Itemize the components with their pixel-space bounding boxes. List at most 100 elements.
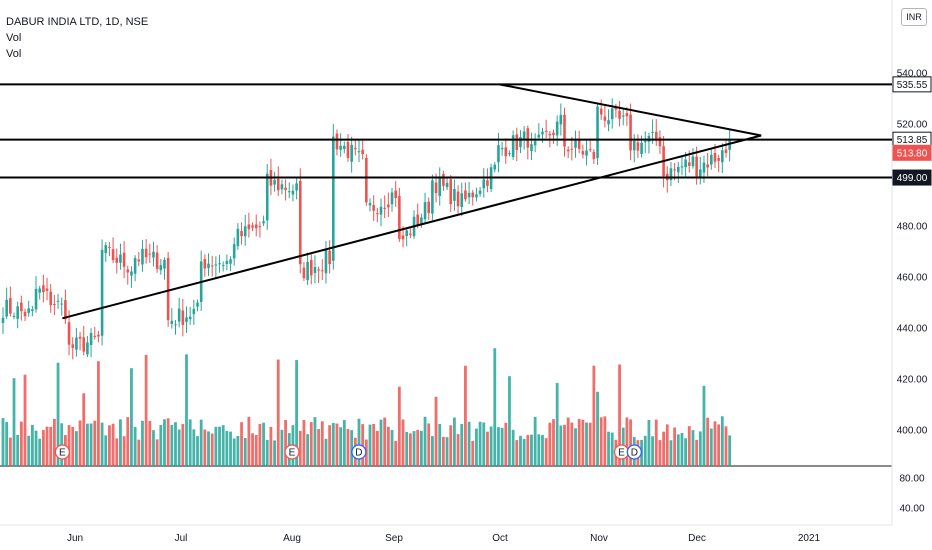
volume-bar — [508, 376, 511, 466]
candle-body — [49, 291, 53, 306]
volume-bar — [713, 421, 717, 466]
candle-body — [599, 108, 603, 115]
volume-bar — [56, 362, 60, 466]
volume-bar — [328, 425, 332, 466]
symbol-title: DABUR INDIA LTD, 1D, NSE — [6, 16, 149, 28]
volume-bar — [320, 421, 324, 466]
volume-bar — [702, 385, 706, 466]
volume-bar — [530, 434, 533, 466]
candle-body — [676, 166, 680, 173]
candle-body — [188, 316, 192, 320]
price-tick-2: 480.00 — [897, 222, 928, 233]
candle-body — [511, 135, 515, 157]
volume-bar — [207, 431, 210, 466]
candle-body — [596, 106, 599, 159]
event-marker-2 — [351, 444, 367, 460]
candle-body — [629, 114, 632, 151]
candle-body — [416, 214, 420, 226]
candle-body — [427, 201, 431, 214]
volume-bar — [408, 433, 412, 466]
candle-body — [320, 270, 324, 272]
candle-body — [295, 183, 298, 191]
volume-bar — [229, 431, 232, 466]
volume-bar — [654, 419, 658, 466]
candle-body — [526, 128, 530, 148]
candle-body — [67, 322, 71, 345]
candle-body — [155, 252, 159, 270]
candle-body — [603, 116, 607, 121]
time-tick-5: Nov — [590, 533, 608, 544]
candle-body — [706, 164, 709, 168]
time-tick-7: 2021 — [798, 533, 821, 544]
candle-body — [302, 267, 306, 279]
volume-bar — [552, 419, 555, 466]
volume-bar — [45, 426, 49, 466]
candle-body — [232, 244, 236, 259]
volume-bar — [170, 424, 174, 466]
volume-bar — [680, 433, 684, 466]
price-tick-6: 400.00 — [897, 426, 928, 437]
volume-bar — [34, 430, 38, 466]
volume-bar — [1, 418, 5, 466]
volume-bar — [390, 429, 394, 466]
volume-bar — [262, 422, 265, 466]
volume-bar — [104, 435, 108, 466]
volume-bar — [691, 430, 695, 466]
candle-body — [710, 154, 713, 165]
volume-bar — [52, 418, 56, 466]
candle-body — [401, 235, 405, 240]
volume-bar — [720, 416, 724, 466]
candle-body — [23, 311, 27, 317]
volume-bar — [533, 416, 537, 466]
candle-body — [97, 334, 100, 337]
candle-body — [618, 110, 621, 119]
volume-bar — [467, 421, 471, 466]
candle-body — [159, 265, 163, 271]
volume-bar — [460, 424, 464, 466]
volume-bar — [629, 419, 632, 466]
volume-bar — [23, 374, 27, 466]
candle-body — [306, 261, 309, 281]
candle-body — [574, 140, 577, 148]
event-marker-label-1: E — [289, 448, 296, 459]
candle-body — [471, 192, 475, 198]
volume-bar — [541, 434, 544, 466]
time-tick-1: Jul — [175, 533, 188, 544]
candle-body — [610, 108, 614, 120]
candle-body — [456, 191, 460, 207]
volume-bar — [361, 424, 365, 466]
volume-bar — [108, 425, 111, 466]
volume-bar — [27, 435, 31, 466]
candle-body — [196, 302, 199, 307]
candle-body — [442, 173, 445, 186]
candle-body — [126, 269, 130, 273]
volume-bar — [669, 440, 673, 466]
candle-body — [453, 188, 456, 201]
event-marker-4 — [626, 444, 642, 460]
volume-bar — [306, 434, 310, 466]
volume-bar — [500, 427, 504, 466]
candle-body — [519, 137, 522, 148]
volume-bar — [706, 417, 710, 466]
currency-button[interactable]: INR — [901, 8, 927, 26]
volume-bar — [651, 436, 654, 466]
candle-body — [420, 217, 423, 225]
volume-bar — [526, 434, 530, 466]
price-label-1: 513.85 — [897, 135, 928, 146]
candle-body — [75, 337, 78, 350]
volume-bar — [599, 417, 603, 466]
volume-bar — [236, 435, 240, 466]
candle-body — [166, 257, 170, 321]
volume-bar — [618, 364, 621, 466]
event-marker-label-0: E — [59, 448, 66, 459]
candle-body — [53, 303, 56, 306]
volume-bar — [115, 438, 119, 466]
candle-body — [361, 149, 364, 155]
volume-bar — [478, 421, 482, 466]
candle-body — [64, 300, 67, 320]
candle-body — [643, 140, 647, 143]
candle-body — [240, 231, 243, 237]
volume-bar — [240, 422, 243, 466]
